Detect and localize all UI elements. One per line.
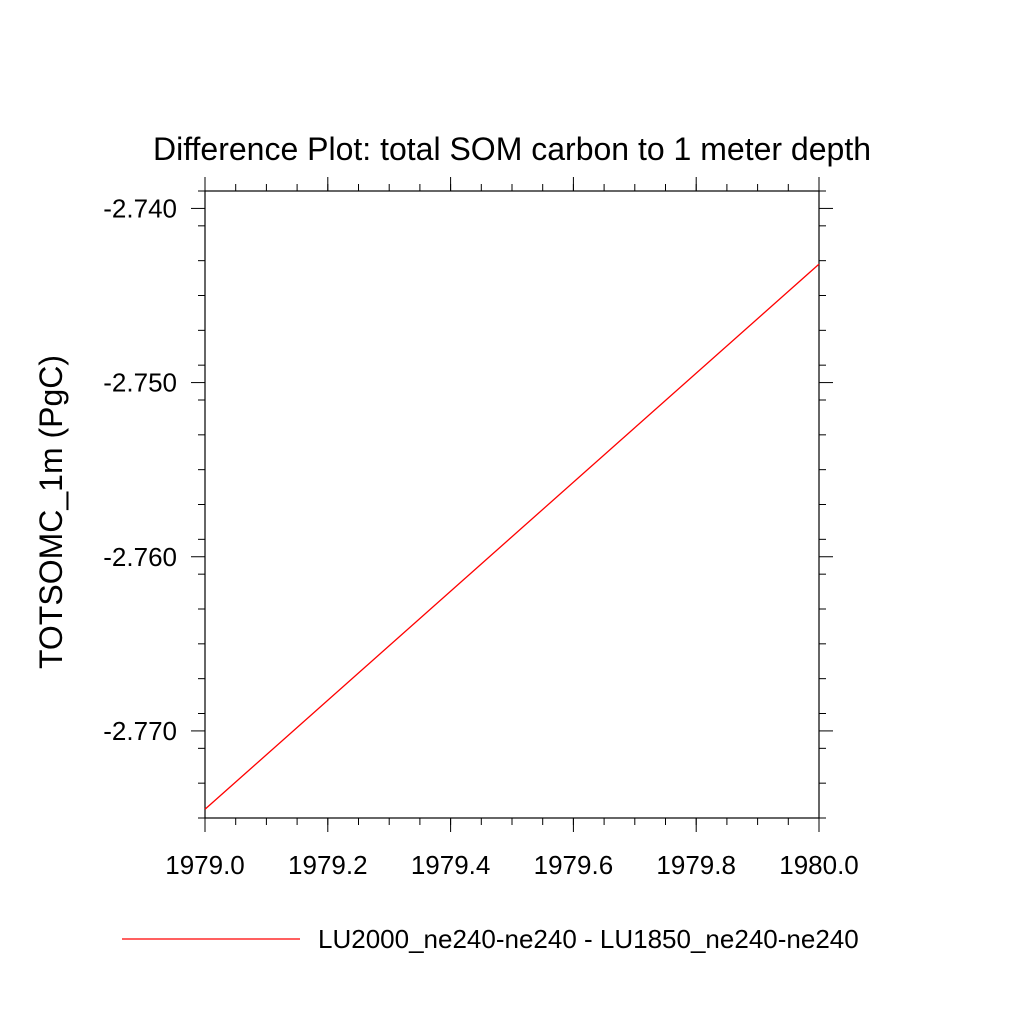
x-tick-label: 1979.4 — [411, 850, 491, 880]
x-tick-label: 1979.6 — [534, 850, 614, 880]
series-line — [204, 263, 820, 810]
chart-title: Difference Plot: total SOM carbon to 1 m… — [153, 131, 871, 167]
axis-tick-labels: 1979.0 1979.2 1979.4 1979.6 1979.8 1980.0 -2.7… — [103, 193, 859, 880]
legend: LU2000_ne240-ne240 - LU1850_ne240-ne240 — [122, 924, 859, 954]
plot-frame — [204, 190, 820, 819]
y-tick-label: -2.740 — [103, 193, 177, 223]
series-group — [204, 263, 820, 810]
x-tick-label: 1979.0 — [165, 850, 245, 880]
y-tick-label: -2.750 — [103, 368, 177, 398]
x-tick-label: 1980.0 — [779, 850, 859, 880]
y-tick-label: -2.760 — [103, 542, 177, 572]
y-axis-label: TOTSOMC_1m (PgC) — [33, 355, 69, 669]
x-tick-label: 1979.8 — [656, 850, 736, 880]
x-tick-label: 1979.2 — [288, 850, 368, 880]
y-tick-label: -2.770 — [103, 716, 177, 746]
legend-label: LU2000_ne240-ne240 - LU1850_ne240-ne240 — [318, 924, 859, 954]
axis-ticks — [191, 177, 833, 832]
